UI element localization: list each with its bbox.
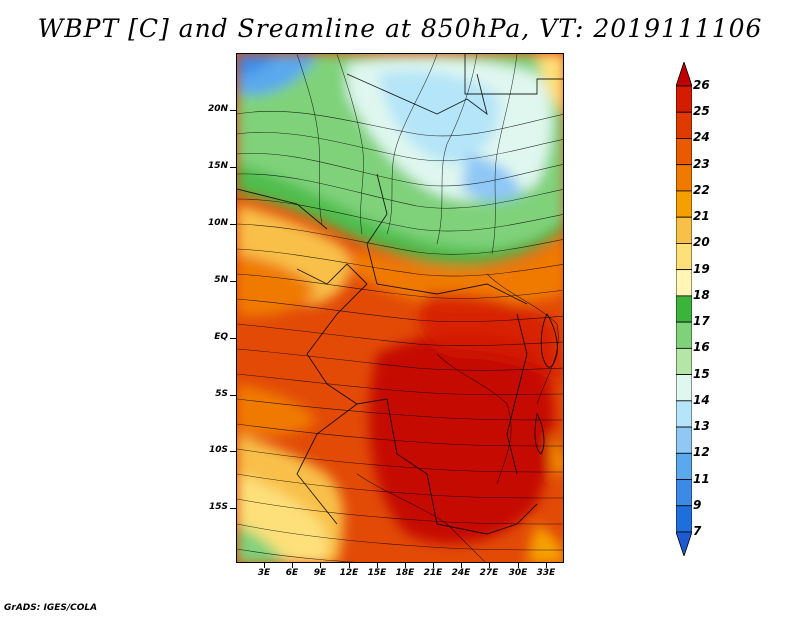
colorbar-label: 24: [693, 130, 710, 145]
lon-tick: [377, 563, 378, 568]
map-panel: [236, 53, 564, 563]
lon-tick: [320, 563, 321, 568]
footer-credit: GrADS: IGES/COLA: [4, 603, 98, 613]
lat-label: EQ: [214, 332, 228, 342]
lat-label: 10S: [208, 445, 228, 455]
country-borders: [237, 54, 563, 535]
lon-label: 30E: [508, 568, 528, 578]
colorbar-cell: [676, 321, 692, 349]
lat-label: 15N: [207, 161, 228, 171]
streamlines: [237, 54, 563, 562]
colorbar-cell: [676, 400, 692, 428]
lon-tick: [264, 563, 265, 568]
colorbar-label: 11: [693, 471, 710, 486]
lat-tick: [230, 395, 236, 396]
colorbar-cell: [676, 347, 692, 375]
lon-tick: [349, 563, 350, 568]
lon-label: 6E: [285, 568, 299, 578]
lon-label: 9E: [313, 568, 327, 578]
colorbar-cell: [676, 452, 692, 480]
colorbar-label: 7: [693, 524, 702, 538]
lon-label: 27E: [479, 568, 499, 578]
colorbar-cell: [676, 426, 692, 454]
lat-tick: [230, 167, 236, 168]
lat-tick: [230, 508, 236, 509]
colorbar-label: 9: [693, 497, 702, 512]
lat-tick: [230, 224, 236, 225]
lat-label: 5S: [215, 389, 228, 399]
lon-tick: [405, 563, 406, 568]
colorbar-cell: [676, 269, 692, 297]
lon-label: 18E: [395, 568, 415, 578]
colorbar-label: 16: [693, 340, 710, 355]
lon-label: 24E: [451, 568, 471, 578]
colorbar-cell: [676, 164, 692, 192]
lon-label: 15E: [367, 568, 387, 578]
lat-label: 10N: [207, 218, 228, 228]
colorbar-cell: [676, 190, 692, 218]
colorbar-cell: [676, 295, 692, 323]
colorbar-label: 19: [693, 261, 710, 276]
colorbar-cell: [676, 479, 692, 507]
colorbar-label: 21: [693, 209, 710, 224]
colorbar-cell: [676, 138, 692, 166]
colorbar: [676, 62, 692, 556]
chart-title: WBPT [C] and Sreamline at 850hPa, VT: 20…: [37, 14, 763, 43]
colorbar-cell: [676, 243, 692, 271]
lat-tick: [230, 338, 236, 339]
colorbar-label: 12: [693, 445, 710, 460]
colorbar-top-arrow: [676, 62, 692, 87]
colorbar-cell: [676, 374, 692, 402]
lat-label: 5N: [214, 275, 228, 285]
lat-tick: [230, 281, 236, 282]
colorbar-label: 26: [693, 78, 710, 92]
lat-label: 15S: [208, 502, 228, 512]
colorbar-label: 20: [693, 235, 710, 250]
lon-tick: [292, 563, 293, 568]
colorbar-cell: [676, 505, 692, 533]
colorbar-bottom-arrow: [676, 531, 692, 556]
colorbar-label: 22: [693, 182, 710, 197]
colorbar-cell: [676, 111, 692, 139]
colorbar-label: 13: [693, 419, 710, 434]
colorbar-label: 14: [693, 392, 710, 407]
colorbar-label: 18: [693, 287, 710, 302]
colorbar-label: 15: [693, 366, 710, 381]
lat-tick: [230, 451, 236, 452]
wbpt-field-map: [237, 54, 563, 562]
lon-tick: [433, 563, 434, 568]
colorbar-label: 17: [693, 314, 710, 329]
lat-tick: [230, 110, 236, 111]
colorbar-label: 23: [693, 156, 710, 171]
lon-tick: [489, 563, 490, 568]
lon-tick: [546, 563, 547, 568]
colorbar-cell: [676, 85, 692, 113]
lon-tick: [518, 563, 519, 568]
lon-label: 3E: [257, 568, 271, 578]
colorbar-label: 25: [693, 104, 710, 119]
lon-tick: [461, 563, 462, 568]
colorbar-cell: [676, 216, 692, 244]
lat-label: 20N: [207, 104, 228, 114]
lon-label: 33E: [536, 568, 556, 578]
lon-label: 12E: [339, 568, 359, 578]
lon-label: 21E: [423, 568, 443, 578]
